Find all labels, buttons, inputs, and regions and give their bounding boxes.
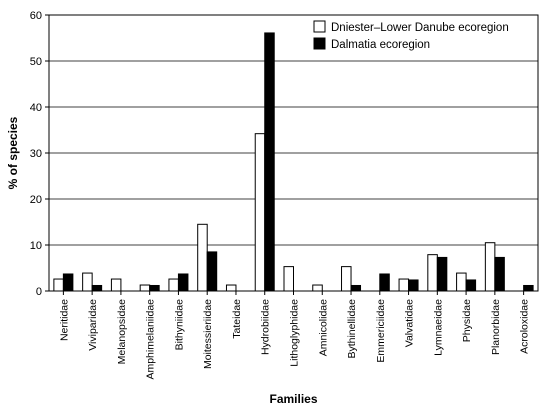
- bar-amnicolidae-series-1: [312, 284, 323, 292]
- legend-label-dniester: Dniester–Lower Danube ecoregion: [331, 22, 509, 34]
- x-tick-label-planorbidae: Planorbidae: [490, 299, 502, 355]
- x-tick-label-amnicolidae: Amnicolidae: [317, 299, 329, 356]
- bar-valvatidae-series-2: [408, 279, 419, 292]
- bar-amphimelaniidae-series-1: [139, 284, 151, 292]
- bar-bythinellidae-series-2: [350, 284, 362, 292]
- x-axis-category-labels: Neritidae Viviparidae Melanopsidae Amphimel…: [58, 291, 531, 380]
- x-axis-title: Families: [269, 392, 317, 406]
- y-axis-ticks: 0 10 20 30 40 50 60: [30, 10, 49, 298]
- x-tick-label-lithoglyphidae: Lithoglyphidae: [289, 299, 301, 367]
- y-tick-label-0: 0: [36, 286, 42, 298]
- legend-swatch-dniester: [313, 20, 326, 33]
- bar-hydrobiidae-series-2: [264, 32, 275, 292]
- y-tick-label-30: 30: [30, 148, 42, 160]
- gridlines: [49, 60, 538, 246]
- x-tick-label-physidae: Physidae: [461, 299, 473, 342]
- x-tick-label-viviparidae: Viviparidae: [87, 299, 99, 351]
- y-tick-label-20: 20: [30, 194, 42, 206]
- x-tick-label-moitessieriidae: Moitessieriidae: [202, 299, 214, 369]
- bar-physidae-series-2: [465, 279, 477, 292]
- y-tick-label-40: 40: [30, 102, 42, 114]
- bar-moitessieriidae-series-2: [206, 251, 218, 292]
- y-tick-label-50: 50: [30, 56, 42, 68]
- x-tick-label-emmericiidae: Emmericiidae: [375, 299, 387, 363]
- bar-melanopsidae-series-1: [110, 278, 122, 292]
- x-tick-label-bithyniidae: Bithyniidae: [173, 299, 185, 351]
- x-tick-label-acroloxidae: Acroloxidae: [519, 299, 531, 354]
- bar-moitessieriidae-series-1: [197, 223, 208, 292]
- bar-hydrobiidae-series-1: [254, 133, 266, 292]
- bar-valvatidae-series-1: [398, 278, 410, 292]
- legend: Dniester–Lower Danube ecoregion Dalmatia…: [313, 20, 509, 51]
- x-tick-label-bythinellidae: Bythinellidae: [346, 299, 358, 359]
- bar-bithyniidae-series-1: [168, 278, 179, 292]
- legend-swatch-dalmatia: [313, 37, 326, 50]
- x-tick-label-hydrobiidae: Hydrobiidae: [260, 299, 272, 355]
- bar-planorbidae-series-1: [484, 242, 496, 292]
- y-axis-title: % of species: [6, 116, 20, 189]
- x-tick-label-neritidae: Neritidae: [58, 299, 70, 341]
- legend-label-dalmatia: Dalmatia ecoregion: [331, 39, 430, 51]
- x-tick-label-amphimelaniidae: Amphimelaniidae: [145, 299, 157, 380]
- x-tick-label-tateidae: Tateidae: [231, 299, 243, 339]
- bar-physidae-series-1: [456, 272, 467, 292]
- bar-lymnaeidae-series-2: [436, 256, 448, 292]
- bar-planorbidae-series-2: [494, 256, 505, 292]
- bar-lymnaeidae-series-1: [427, 254, 438, 292]
- bar-viviparidae-series-1: [82, 272, 93, 292]
- bar-neritidae-series-2: [62, 273, 74, 292]
- bar-lithoglyphidae-series-1: [283, 266, 294, 292]
- bar-amphimelaniidae-series-2: [149, 284, 160, 292]
- bar-acroloxidae-series-2: [523, 284, 534, 292]
- plot-frame: [48, 14, 539, 292]
- x-tick-label-valvatidae: Valvatidae: [404, 299, 416, 347]
- bar-emmericiidae-series-2: [379, 273, 390, 292]
- x-tick-label-melanopsidae: Melanopsidae: [116, 299, 128, 365]
- bar-tateidae-series-1: [225, 284, 237, 292]
- bar-neritidae-series-1: [53, 278, 64, 292]
- bar-bythinellidae-series-1: [341, 266, 352, 292]
- bars: [53, 32, 534, 292]
- y-tick-label-60: 60: [30, 10, 42, 22]
- x-tick-label-lymnaeidae: Lymnaeidae: [432, 299, 444, 356]
- bar-bithyniidae-series-2: [177, 273, 189, 292]
- bar-viviparidae-series-2: [91, 284, 103, 292]
- y-tick-label-10: 10: [30, 240, 42, 252]
